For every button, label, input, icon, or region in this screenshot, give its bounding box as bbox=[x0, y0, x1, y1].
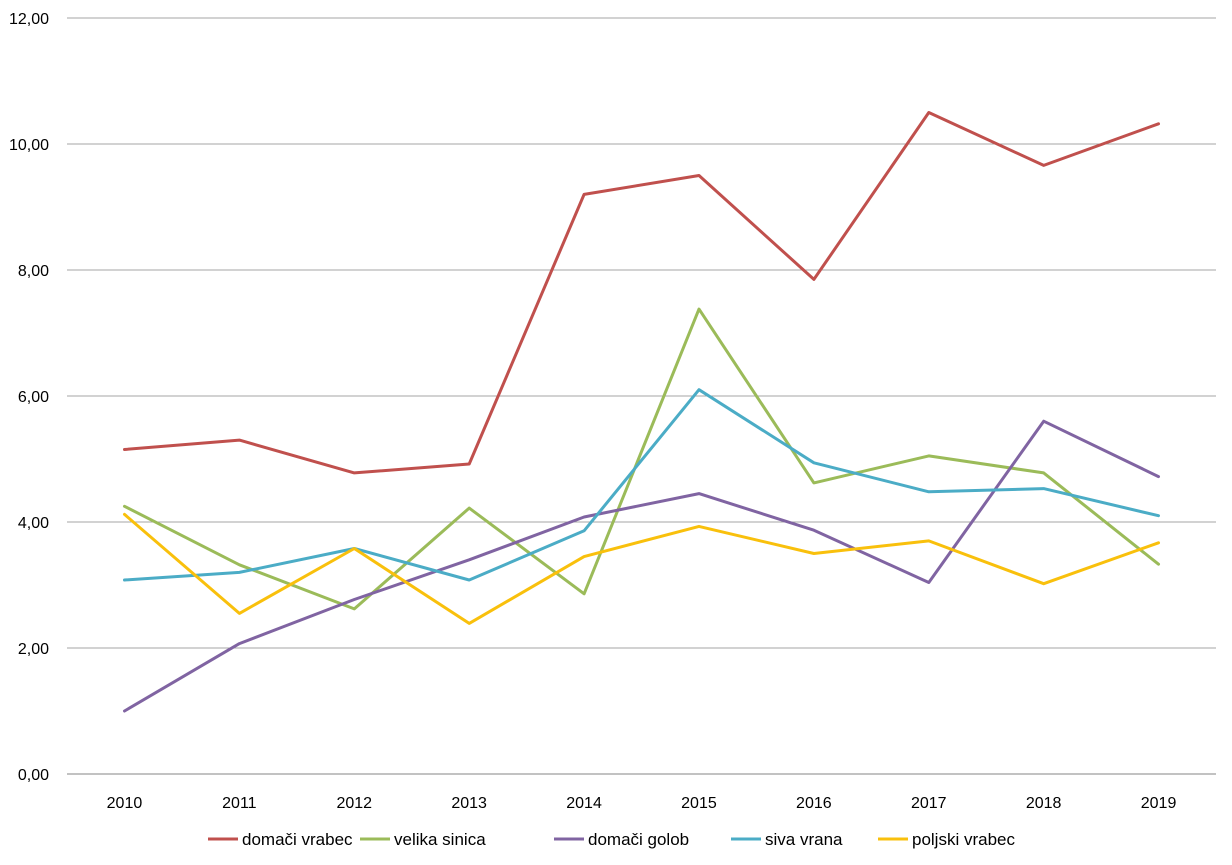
x-tick-label: 2013 bbox=[451, 795, 487, 812]
x-tick-label: 2014 bbox=[566, 795, 602, 812]
x-tick-label: 2015 bbox=[681, 795, 717, 812]
series-line-0 bbox=[123, 111, 1160, 475]
y-tick-label: 0,00 bbox=[18, 767, 49, 784]
x-tick-label: 2017 bbox=[911, 795, 947, 812]
x-tick-label: 2016 bbox=[796, 795, 832, 812]
x-tick-label: 2019 bbox=[1141, 795, 1177, 812]
legend: domači vrabec velika sinica domači golob si… bbox=[208, 830, 1015, 849]
gridlines bbox=[67, 17, 1216, 775]
legend-label-2: domači golob bbox=[588, 830, 689, 849]
x-tick-label: 2010 bbox=[107, 795, 143, 812]
series-line-2 bbox=[123, 419, 1160, 713]
y-axis-ticks: 0,00 2,00 4,00 6,00 8,00 10,00 12,00 bbox=[9, 11, 49, 784]
x-axis-ticks: 2010 2011 2012 2013 2014 2015 2016 2017 2018 2019 bbox=[107, 795, 1177, 812]
legend-label-0: domači vrabec bbox=[242, 830, 353, 849]
series-line-1 bbox=[123, 307, 1160, 611]
x-tick-label: 2018 bbox=[1026, 795, 1062, 812]
x-tick-label: 2012 bbox=[336, 795, 372, 812]
legend-label-4: poljski vrabec bbox=[912, 830, 1015, 849]
series-line-3 bbox=[123, 388, 1160, 582]
y-tick-label: 2,00 bbox=[18, 641, 49, 658]
y-tick-label: 8,00 bbox=[18, 263, 49, 280]
x-tick-label: 2011 bbox=[222, 795, 257, 812]
legend-label-1: velika sinica bbox=[394, 830, 486, 849]
series-lines bbox=[123, 111, 1160, 713]
y-tick-label: 4,00 bbox=[18, 515, 49, 532]
y-tick-label: 6,00 bbox=[18, 389, 49, 406]
series-line-4 bbox=[123, 512, 1160, 625]
y-tick-label: 12,00 bbox=[9, 11, 49, 28]
legend-label-3: siva vrana bbox=[765, 830, 843, 849]
y-tick-label: 10,00 bbox=[9, 137, 49, 154]
